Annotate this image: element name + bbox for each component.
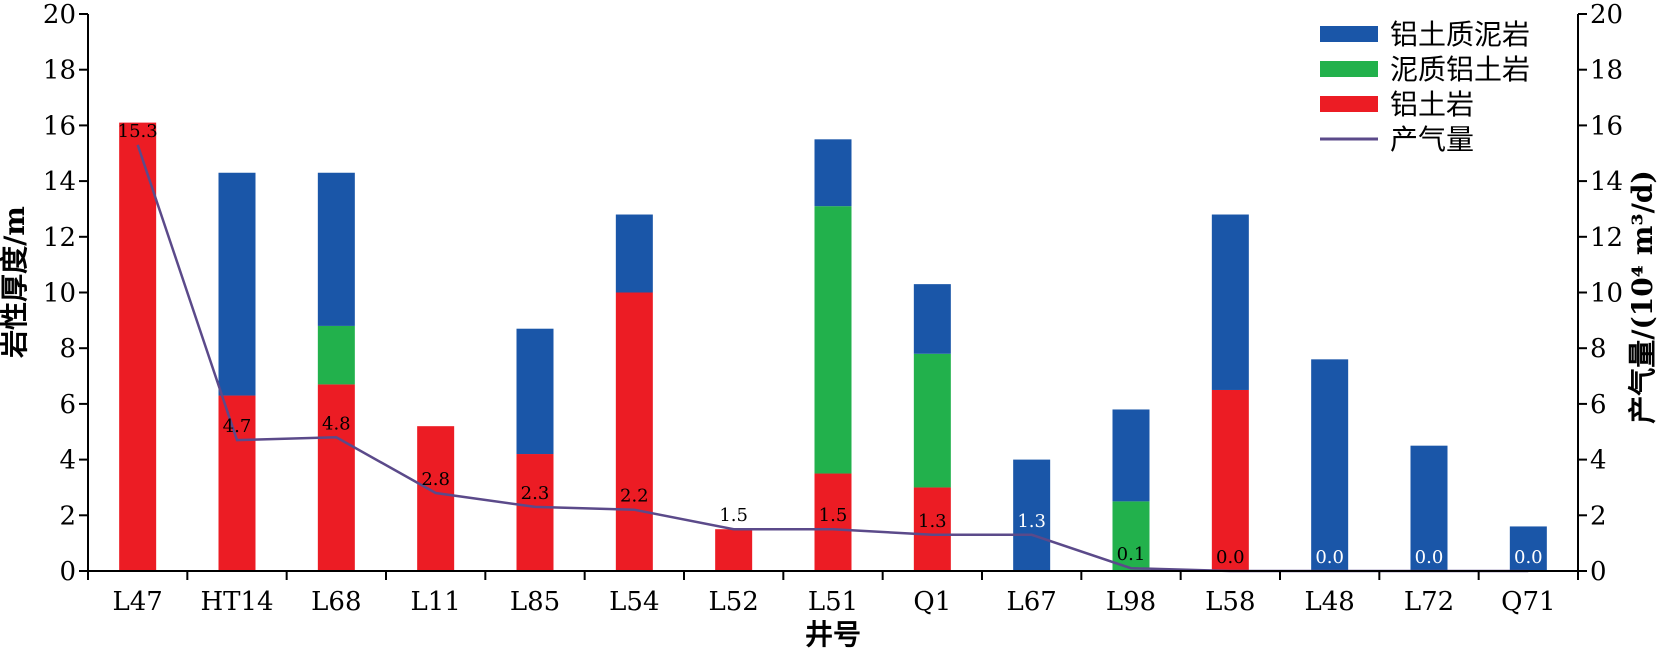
x-tick-label: L48 [1304,587,1354,617]
legend-label-2: 铝土岩 [1390,88,1474,121]
y-tick-label: 8 [59,334,76,364]
x-tick-label: L11 [410,587,460,617]
x-tick-label: L67 [1006,587,1056,617]
bar-ht14-series-2 [218,172,256,396]
bar-q1-series-2 [913,284,951,354]
y2-axis-title: 产气量/(10⁴ m³/d) [1626,170,1659,423]
legend-swatch-2 [1320,96,1378,112]
y2-tick-label: 10 [1590,279,1623,309]
bar-l51-series-0 [814,473,852,571]
x-tick-label: L51 [808,587,858,617]
data-label-l47: 15.3 [118,121,158,142]
data-label-ht14: 4.7 [223,416,252,437]
data-label-l68: 4.8 [322,413,351,434]
x-tick-label: L68 [311,587,361,617]
bar-l47-series-0 [119,122,157,572]
x-tick-label: L98 [1106,587,1156,617]
data-label-l67: 1.3 [1017,511,1046,532]
bar-l11-series-0 [417,426,455,571]
data-label-l51: 1.5 [819,505,848,526]
y-tick-label: 16 [43,111,76,141]
x-tick-label: L85 [510,587,560,617]
y2-tick-label: 2 [1590,501,1607,531]
data-label-l52: 1.5 [719,505,748,526]
bar-l98-series-1 [1112,501,1150,571]
bar-l54-series-2 [615,214,653,293]
y2-tick-label: 0 [1590,557,1607,587]
y-tick-label: 14 [43,167,76,197]
data-label-l58: 0.0 [1216,547,1245,568]
y-tick-label: 12 [43,223,76,253]
y2-tick-label: 14 [1590,167,1623,197]
bar-l67-series-2 [1013,459,1051,571]
bar-l85-series-0 [516,454,554,571]
x-tick-label: Q1 [913,587,951,617]
x-axis-title: 井号 [805,618,861,651]
x-tick-label: HT14 [200,587,273,617]
bar-l68-series-0 [317,384,355,571]
bar-l51-series-1 [814,206,852,474]
bar-l68-series-2 [317,172,355,326]
bar-q1-series-0 [913,487,951,571]
bar-l48-series-2 [1311,359,1349,571]
y2-tick-label: 16 [1590,111,1623,141]
data-label-l98: 0.1 [1117,544,1146,565]
x-tick-label: L54 [609,587,659,617]
y-tick-label: 20 [43,0,76,30]
bars-group [119,122,1547,572]
legend-label-1: 泥质铝土岩 [1390,53,1530,86]
x-tick-label: L52 [708,587,758,617]
bar-q71-series-2 [1509,526,1547,571]
y-tick-label: 0 [59,557,76,587]
x-tick-label: L47 [112,587,162,617]
y-tick-label: 6 [59,390,76,420]
y-axis-title: 岩性厚度/m [0,206,31,359]
y2-tick-label: 12 [1590,223,1623,253]
bar-l72-series-2 [1410,445,1448,571]
x-tick-label: L72 [1404,587,1454,617]
y2-tick-label: 18 [1590,56,1623,86]
bar-l54-series-0 [615,292,653,571]
data-label-l54: 2.2 [620,486,649,507]
data-label-q1: 1.3 [918,511,947,532]
bar-q1-series-1 [913,353,951,488]
bar-l51-series-2 [814,139,852,207]
data-label-q71: 0.0 [1514,547,1543,568]
bar-l98-series-2 [1112,409,1150,502]
y2-tick-label: 8 [1590,334,1607,364]
y-tick-label: 2 [59,501,76,531]
bar-l85-series-2 [516,328,554,455]
y2-tick-label: 6 [1590,390,1607,420]
bar-l58-series-0 [1211,389,1249,571]
legend-swatch-1 [1320,61,1378,77]
legend-label-3: 产气量 [1390,123,1474,156]
y-tick-label: 18 [43,56,76,86]
bar-l68-series-1 [317,325,355,385]
y-tick-label: 10 [43,279,76,309]
bar-ht14-series-0 [218,395,256,571]
legend-swatch-0 [1320,26,1378,42]
x-tick-label: L58 [1205,587,1255,617]
y2-tick-label: 4 [1590,446,1607,476]
data-label-l72: 0.0 [1415,547,1444,568]
y2-tick-label: 20 [1590,0,1623,30]
x-tick-label: Q71 [1501,587,1555,617]
bar-l58-series-2 [1211,214,1249,390]
data-label-l85: 2.3 [521,483,550,504]
y-tick-label: 4 [59,446,76,476]
bar-l52-series-0 [715,529,753,571]
data-label-l48: 0.0 [1315,547,1344,568]
axes-group: 0 0 2 2 4 4 6 6 8 8 10 10 12 12 14 14 16 16 18 18 20 20 L47 HT1… [43,0,1623,617]
legend-label-0: 铝土质泥岩 [1390,18,1530,51]
data-label-l11: 2.8 [421,469,450,490]
